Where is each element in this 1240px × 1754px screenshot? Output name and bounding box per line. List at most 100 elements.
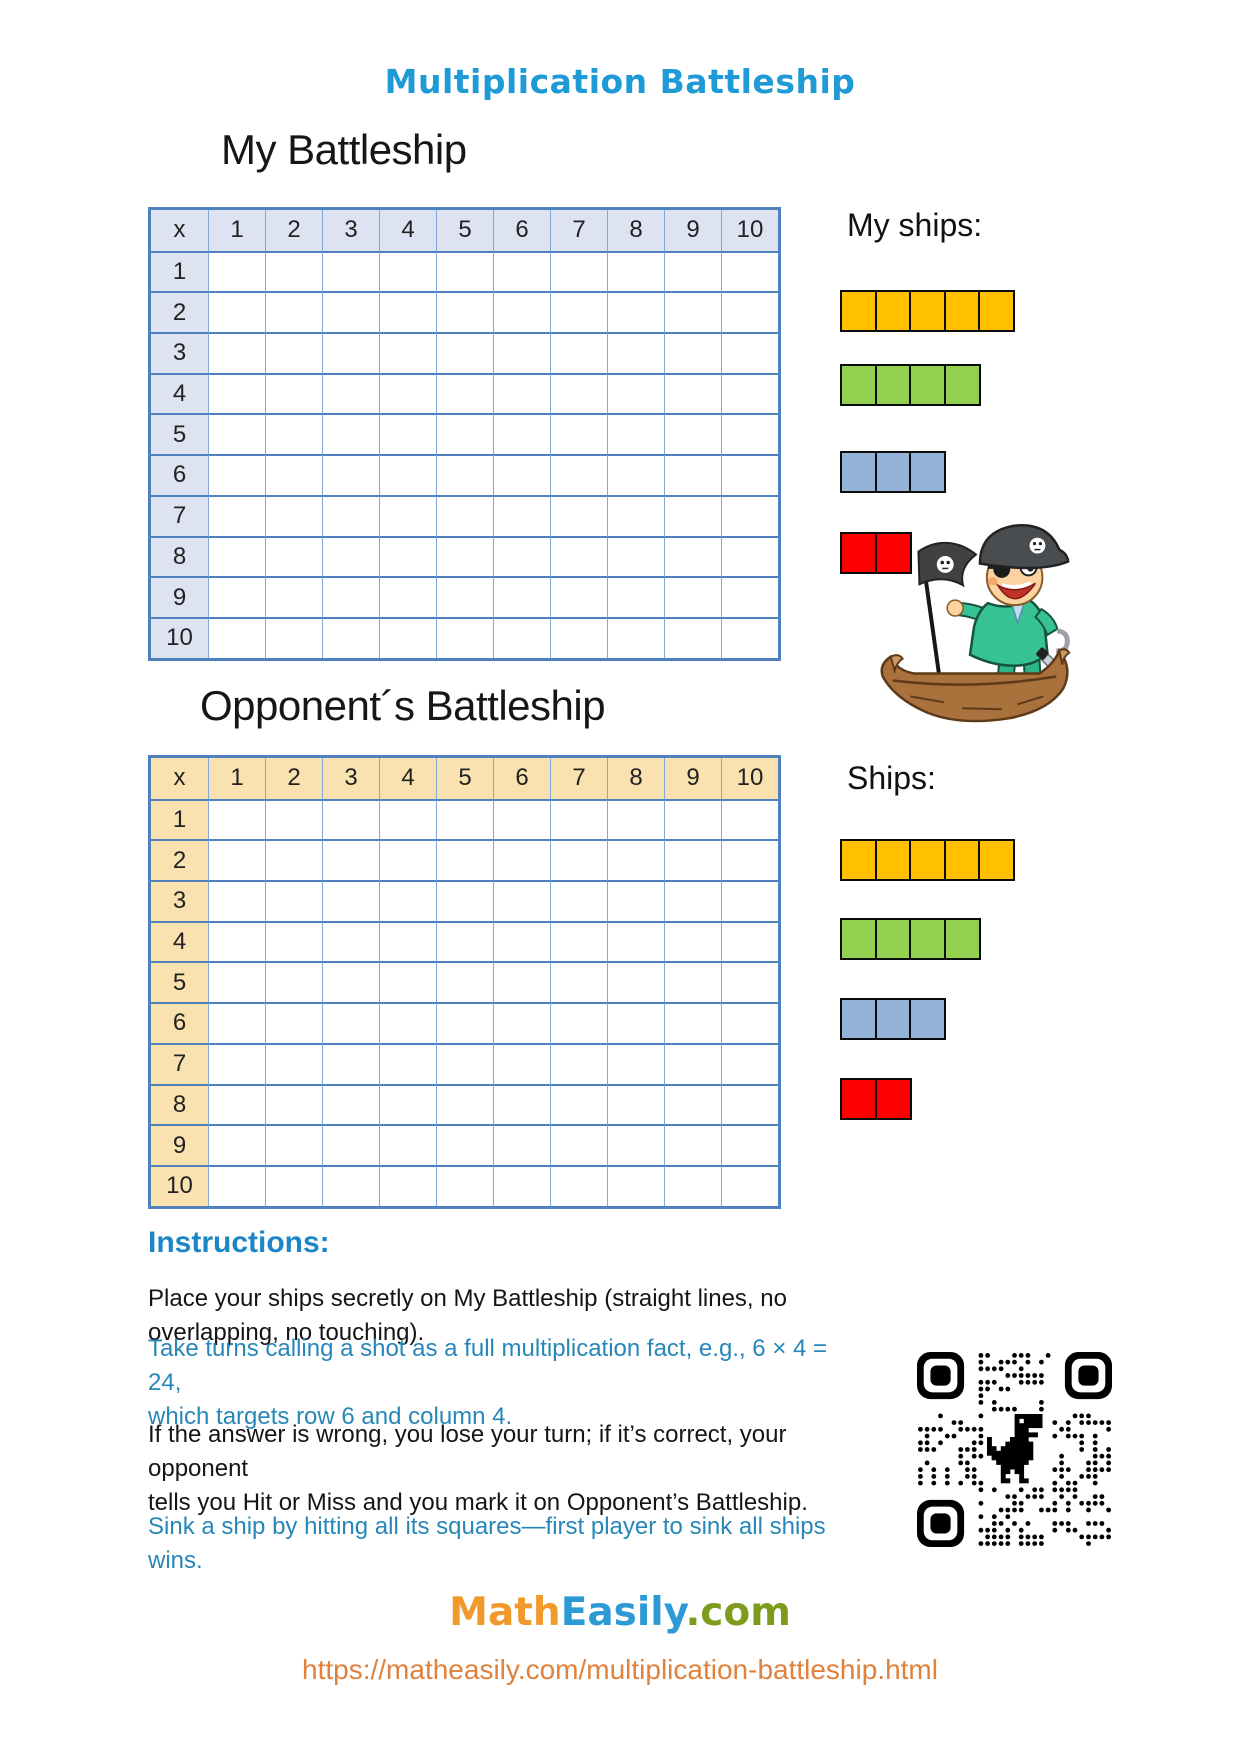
grid-cell[interactable] <box>664 880 721 921</box>
grid-cell[interactable] <box>265 920 322 962</box>
grid-cell[interactable] <box>664 332 721 373</box>
grid-cell[interactable] <box>607 1164 664 1206</box>
grid-cell[interactable] <box>721 880 778 921</box>
grid-cell[interactable] <box>721 535 778 577</box>
grid-cell[interactable] <box>379 798 436 840</box>
grid-cell[interactable] <box>208 535 265 577</box>
grid-cell[interactable] <box>265 535 322 577</box>
grid-cell[interactable] <box>664 1083 721 1125</box>
grid-cell[interactable] <box>208 920 265 962</box>
grid-cell[interactable] <box>664 372 721 414</box>
grid-cell[interactable] <box>379 1124 436 1165</box>
grid-cell[interactable] <box>550 576 607 617</box>
grid-cell[interactable] <box>493 250 550 292</box>
grid-cell[interactable] <box>550 372 607 414</box>
grid-cell[interactable] <box>493 839 550 881</box>
grid-cell[interactable] <box>265 961 322 1003</box>
grid-cell[interactable] <box>607 1083 664 1125</box>
grid-cell[interactable] <box>550 1164 607 1206</box>
grid-cell[interactable] <box>607 1042 664 1084</box>
grid-cell[interactable] <box>322 576 379 617</box>
grid-cell[interactable] <box>322 291 379 333</box>
grid-cell[interactable] <box>208 250 265 292</box>
grid-cell[interactable] <box>208 1042 265 1084</box>
grid-cell[interactable] <box>379 1083 436 1125</box>
grid-cell[interactable] <box>379 616 436 658</box>
grid-cell[interactable] <box>265 291 322 333</box>
grid-cell[interactable] <box>721 1002 778 1043</box>
grid-cell[interactable] <box>664 961 721 1003</box>
grid-cell[interactable] <box>664 454 721 495</box>
grid-cell[interactable] <box>265 880 322 921</box>
grid-cell[interactable] <box>208 494 265 536</box>
grid-cell[interactable] <box>607 798 664 840</box>
grid-cell[interactable] <box>322 798 379 840</box>
grid-cell[interactable] <box>493 798 550 840</box>
grid-cell[interactable] <box>493 332 550 373</box>
grid-cell[interactable] <box>208 839 265 881</box>
grid-cell[interactable] <box>493 1083 550 1125</box>
grid-cell[interactable] <box>664 798 721 840</box>
grid-cell[interactable] <box>379 494 436 536</box>
grid-cell[interactable] <box>721 332 778 373</box>
grid-cell[interactable] <box>550 961 607 1003</box>
grid-cell[interactable] <box>436 1124 493 1165</box>
grid-cell[interactable] <box>379 413 436 455</box>
grid-cell[interactable] <box>493 920 550 962</box>
grid-cell[interactable] <box>436 920 493 962</box>
grid-cell[interactable] <box>322 535 379 577</box>
grid-cell[interactable] <box>493 961 550 1003</box>
grid-cell[interactable] <box>721 1042 778 1084</box>
grid-cell[interactable] <box>721 291 778 333</box>
grid-cell[interactable] <box>493 372 550 414</box>
grid-cell[interactable] <box>265 839 322 881</box>
grid-cell[interactable] <box>322 616 379 658</box>
grid-cell[interactable] <box>265 1042 322 1084</box>
grid-cell[interactable] <box>208 332 265 373</box>
grid-cell[interactable] <box>721 1164 778 1206</box>
grid-cell[interactable] <box>493 1124 550 1165</box>
grid-cell[interactable] <box>721 798 778 840</box>
grid-cell[interactable] <box>493 413 550 455</box>
grid-cell[interactable] <box>208 413 265 455</box>
grid-cell[interactable] <box>664 576 721 617</box>
grid-cell[interactable] <box>436 880 493 921</box>
grid-cell[interactable] <box>208 372 265 414</box>
grid-cell[interactable] <box>379 920 436 962</box>
grid-cell[interactable] <box>322 839 379 881</box>
grid-cell[interactable] <box>607 961 664 1003</box>
grid-cell[interactable] <box>265 413 322 455</box>
grid-cell[interactable] <box>265 332 322 373</box>
grid-cell[interactable] <box>379 576 436 617</box>
grid-cell[interactable] <box>550 1083 607 1125</box>
grid-cell[interactable] <box>607 920 664 962</box>
grid-cell[interactable] <box>436 798 493 840</box>
grid-cell[interactable] <box>208 1124 265 1165</box>
grid-cell[interactable] <box>208 880 265 921</box>
grid-cell[interactable] <box>265 798 322 840</box>
grid-cell[interactable] <box>265 494 322 536</box>
grid-cell[interactable] <box>322 961 379 1003</box>
grid-cell[interactable] <box>664 413 721 455</box>
grid-cell[interactable] <box>607 1124 664 1165</box>
grid-cell[interactable] <box>379 880 436 921</box>
grid-cell[interactable] <box>322 372 379 414</box>
grid-cell[interactable] <box>721 1083 778 1125</box>
grid-cell[interactable] <box>436 1164 493 1206</box>
grid-cell[interactable] <box>721 250 778 292</box>
grid-cell[interactable] <box>436 1083 493 1125</box>
grid-cell[interactable] <box>322 413 379 455</box>
grid-cell[interactable] <box>550 1002 607 1043</box>
grid-cell[interactable] <box>493 1164 550 1206</box>
grid-cell[interactable] <box>664 839 721 881</box>
grid-cell[interactable] <box>607 839 664 881</box>
grid-cell[interactable] <box>379 372 436 414</box>
grid-cell[interactable] <box>265 576 322 617</box>
grid-cell[interactable] <box>550 1124 607 1165</box>
grid-cell[interactable] <box>322 1042 379 1084</box>
grid-cell[interactable] <box>436 454 493 495</box>
grid-cell[interactable] <box>550 454 607 495</box>
grid-cell[interactable] <box>493 616 550 658</box>
grid-cell[interactable] <box>607 413 664 455</box>
grid-cell[interactable] <box>550 1042 607 1084</box>
